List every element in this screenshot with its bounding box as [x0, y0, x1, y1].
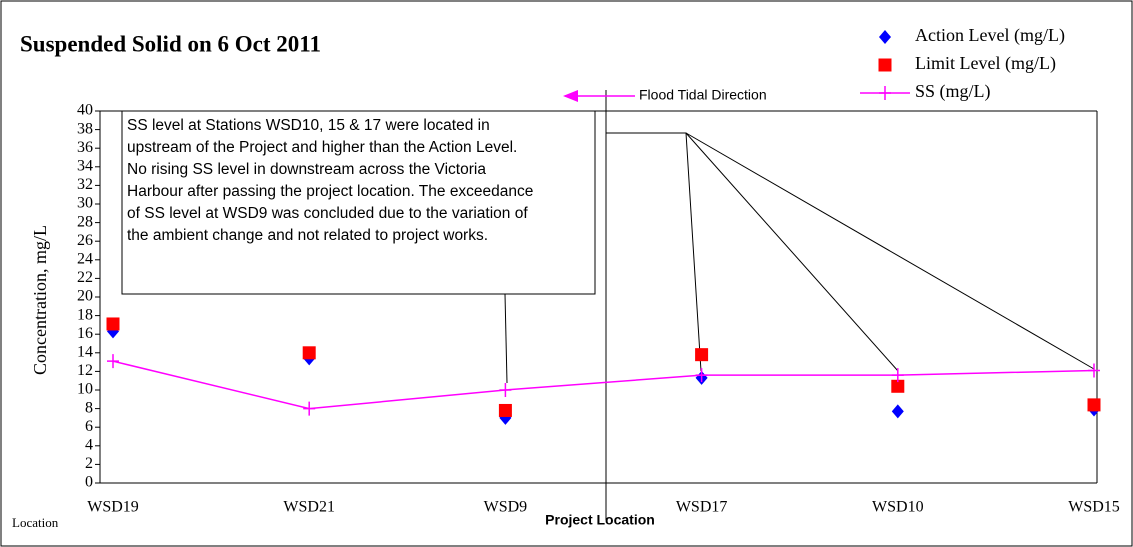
- series-line: [112, 360, 1095, 410]
- point: [1088, 363, 1100, 378]
- flow-label: Flood Tidal Direction: [639, 87, 767, 103]
- y-tick-label: 10: [77, 381, 93, 398]
- point: [891, 368, 904, 383]
- y-tick-label: 40: [77, 102, 93, 119]
- point: [695, 348, 709, 362]
- y-tick-label: 20: [77, 288, 93, 305]
- annotation: SS level at Stations WSD10, 15 & 17 were…: [127, 117, 533, 244]
- y-tick-label: 24: [77, 250, 93, 267]
- x-tick-label: WSD9: [484, 499, 528, 516]
- annotation-line: Harbour after passing the project locati…: [127, 183, 533, 200]
- legend-swatch: [878, 58, 892, 72]
- annotation-box: [121, 110, 596, 295]
- point: [891, 379, 905, 393]
- x-tick-label: WSD10: [872, 499, 924, 516]
- callout-line: [504, 293, 508, 384]
- legend-label: Limit Level (mg/L): [915, 53, 1056, 74]
- x-axis-label: Location: [12, 515, 59, 530]
- project-label: Project Location: [545, 512, 655, 528]
- y-tick-label: 28: [77, 213, 93, 230]
- flow-arrow-head: [563, 90, 578, 102]
- y-tick-label: 14: [77, 343, 93, 360]
- point: [1087, 398, 1101, 412]
- y-tick-label: 30: [77, 195, 93, 212]
- y-tick-label: 12: [77, 362, 93, 379]
- y-tick-label: 26: [77, 232, 93, 249]
- y-tick-label: 4: [85, 436, 93, 453]
- chart-title: Suspended Solid on 6 Oct 2011: [20, 31, 321, 56]
- y-tick-label: 16: [77, 325, 93, 342]
- y-tick-label: 32: [77, 176, 93, 193]
- point: [303, 401, 316, 416]
- point: [498, 403, 512, 417]
- callout-line: [685, 132, 1095, 370]
- y-tick-label: 8: [85, 399, 93, 416]
- y-tick-label: 36: [77, 139, 93, 156]
- y-tick-label: 18: [77, 306, 93, 323]
- point: [891, 404, 904, 419]
- annotation-line: SS level at Stations WSD10, 15 & 17 were…: [127, 117, 490, 134]
- point: [499, 383, 512, 397]
- legend-label: SS (mg/L): [915, 81, 991, 102]
- annotation-line: of SS level at WSD9 was concluded due to…: [127, 205, 528, 222]
- y-tick-label: 34: [77, 157, 93, 174]
- legend-swatch: [879, 30, 891, 44]
- point: [695, 368, 708, 383]
- x-tick-label: WSD17: [676, 499, 728, 516]
- y-tick-label: 22: [77, 269, 93, 286]
- point: [107, 354, 119, 369]
- x-tick-label: WSD21: [283, 499, 335, 516]
- y-axis-label: Concentration, mg/L: [30, 225, 50, 375]
- callout-line: [685, 132, 899, 372]
- point: [106, 317, 120, 331]
- legend-swatch: [879, 86, 891, 100]
- x-tick-label: WSD15: [1068, 499, 1120, 516]
- annotation-line: upstream of the Project and higher than …: [127, 139, 517, 156]
- legend-label: Action Level (mg/L): [915, 25, 1065, 46]
- y-tick-label: 0: [85, 474, 93, 491]
- point: [302, 346, 316, 360]
- y-tick-label: 6: [85, 418, 93, 435]
- x-tick-label: WSD19: [87, 499, 139, 516]
- annotation-line: the ambient change and not related to pr…: [127, 227, 488, 244]
- annotation-line: No rising SS level in downstream across …: [127, 161, 486, 178]
- y-tick-label: 38: [77, 120, 93, 137]
- y-tick-label: 2: [85, 455, 93, 472]
